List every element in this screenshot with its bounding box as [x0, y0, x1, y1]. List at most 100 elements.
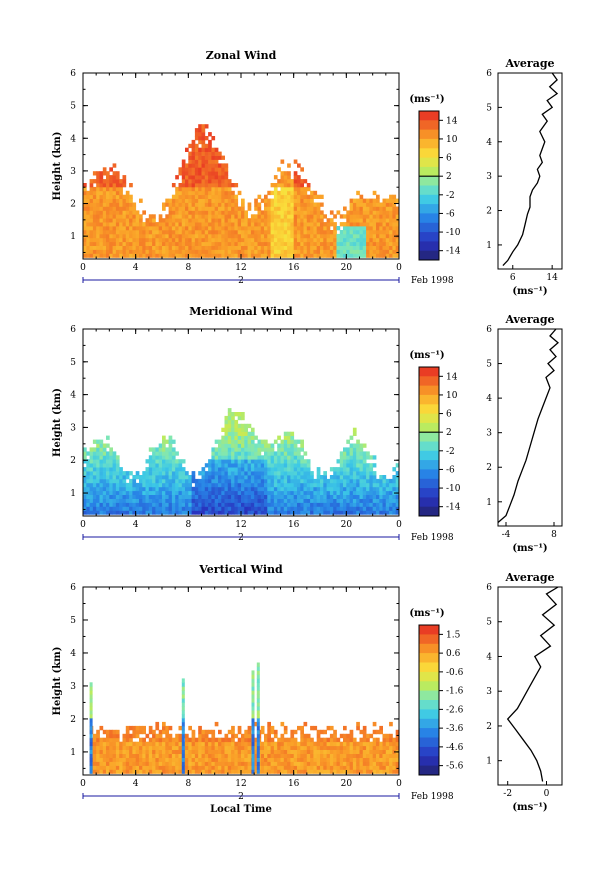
- heatmap-cell: [96, 233, 100, 239]
- heatmap-cell: [152, 249, 156, 254]
- heatmap-cell: [244, 210, 248, 215]
- heatmap-cell: [231, 249, 235, 254]
- heatmap-cell: [231, 210, 235, 215]
- heatmap-cell: [204, 741, 209, 747]
- heatmap-cell: [224, 186, 229, 192]
- y-tick-label: 2: [70, 200, 76, 210]
- heatmap-cell: [250, 249, 255, 254]
- heatmap-cell: [181, 163, 186, 168]
- heatmap-cell: [188, 761, 192, 766]
- heatmap-cell: [185, 494, 189, 499]
- heatmap-cell: [254, 233, 258, 239]
- heatmap-cell: [379, 749, 383, 754]
- heatmap-cell: [313, 249, 318, 254]
- heatmap-cell: [379, 233, 383, 239]
- heatmap-cell: [115, 230, 120, 235]
- heatmap-cell: [376, 506, 380, 511]
- heatmap-cell: [198, 253, 202, 258]
- heatmap-cell: [339, 490, 344, 495]
- heatmap-cell: [256, 725, 260, 731]
- heatmap-cell: [231, 451, 235, 456]
- heatmap-cell: [145, 761, 150, 766]
- heatmap-cell: [201, 143, 206, 149]
- heatmap-cell: [175, 757, 179, 762]
- heatmap-cell: [349, 749, 354, 754]
- heatmap-cell: [343, 733, 347, 739]
- heatmap-cell: [385, 478, 390, 484]
- heatmap-cell: [290, 439, 295, 444]
- heatmap-cell: [283, 431, 288, 436]
- heatmap-cell: [389, 761, 393, 766]
- heatmap-cell: [283, 233, 288, 239]
- heatmap-cell: [185, 226, 189, 231]
- heatmap-cell: [264, 202, 268, 207]
- heatmap-cell: [270, 183, 275, 188]
- heatmap-cell: [125, 753, 130, 758]
- x-tick-label: 0: [396, 779, 402, 789]
- heatmap-cell: [244, 478, 248, 484]
- heatmap-cell: [254, 447, 258, 452]
- heatmap-cell: [339, 498, 344, 503]
- heatmap-cell: [256, 761, 260, 766]
- heatmap-cell: [339, 245, 344, 250]
- heatmap-cell: [115, 237, 120, 243]
- heatmap-cell: [102, 769, 107, 774]
- heatmap-cell: [158, 749, 163, 754]
- heatmap-cell: [214, 241, 219, 246]
- heatmap-cell: [119, 198, 123, 203]
- heatmap-cell: [125, 206, 130, 211]
- heatmap-cell: [247, 510, 252, 515]
- heatmap-cell: [112, 226, 117, 231]
- heatmap-cell: [237, 498, 242, 503]
- heatmap-cell: [237, 214, 242, 219]
- heatmap-cell: [247, 435, 252, 440]
- heatmap-cell: [191, 753, 196, 758]
- heatmap-cell: [250, 427, 255, 432]
- heatmap-cell: [158, 226, 163, 231]
- heatmap-cell: [283, 478, 288, 484]
- heatmap-cell: [366, 498, 370, 503]
- heatmap-cell: [181, 186, 186, 192]
- heatmap-cell: [204, 753, 209, 758]
- heatmap-cell: [372, 222, 377, 227]
- heatmap-cell: [297, 218, 301, 223]
- heatmap-cell: [185, 745, 189, 750]
- heatmap-cell: [178, 471, 183, 476]
- heatmap-cell: [191, 167, 196, 172]
- heatmap-cell: [214, 478, 219, 484]
- heatmap-cell: [270, 769, 275, 774]
- heatmap-cell: [231, 439, 235, 444]
- heatmap-cell: [310, 237, 314, 243]
- heatmap-cell: [290, 447, 295, 452]
- heatmap-cell: [376, 202, 380, 207]
- heatmap-cell: [237, 230, 242, 235]
- heatmap-cell: [165, 475, 169, 480]
- heatmap-cell: [241, 412, 245, 417]
- heatmap-cell: [264, 510, 268, 515]
- heatmap-cell: [185, 147, 189, 152]
- heatmap-cell: [389, 741, 393, 747]
- heatmap-cell: [211, 206, 216, 211]
- heatmap-cell: [389, 210, 393, 215]
- heatmap-cell: [145, 745, 150, 750]
- heatmap-cell: [254, 206, 258, 211]
- colorbar-tick-label: 1.5: [446, 630, 461, 640]
- heatmap-cell: [148, 226, 153, 231]
- heatmap-cell: [152, 498, 156, 503]
- heatmap-cell: [92, 171, 97, 176]
- heatmap-cell: [267, 218, 271, 223]
- heatmap-cell: [244, 455, 248, 460]
- heatmap-cell: [247, 253, 252, 258]
- heatmap-cell: [204, 143, 209, 149]
- heatmap-cell: [343, 467, 347, 472]
- profile-title: Average: [504, 57, 554, 70]
- heatmap-cell: [250, 463, 255, 468]
- heatmap-cell: [343, 249, 347, 254]
- heatmap-cell: [287, 218, 291, 223]
- heatmap-cell: [280, 214, 285, 219]
- heatmap-cell: [214, 249, 219, 254]
- heatmap-cell: [264, 737, 268, 743]
- heatmap-cell: [273, 729, 278, 735]
- heatmap-cell: [188, 753, 192, 758]
- heatmap-cell: [234, 218, 239, 223]
